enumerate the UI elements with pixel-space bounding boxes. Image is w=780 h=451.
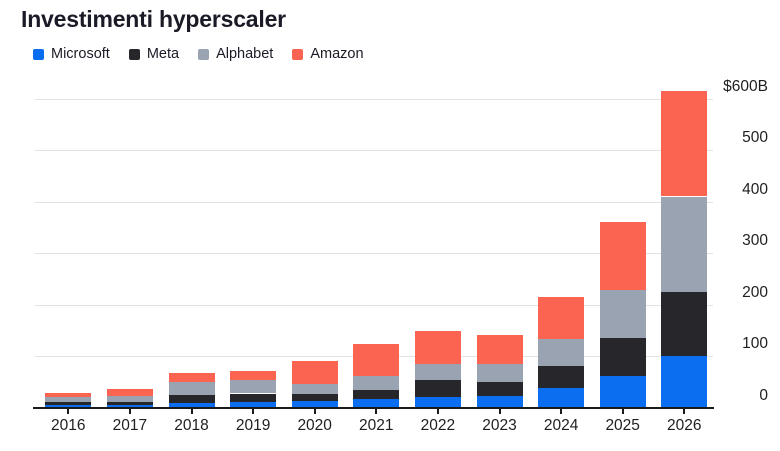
bar-segment-2022-alphabet (414, 363, 461, 381)
legend-swatch-meta (128, 48, 140, 60)
gridline-300 (35, 253, 713, 255)
y-axis-label-100: 100 (742, 335, 768, 353)
bar-segment-2018-alphabet (168, 382, 215, 396)
gridline-600 (35, 98, 713, 100)
bar-segment-2018-amazon (168, 373, 215, 383)
gridline-400 (35, 201, 713, 203)
bar-segment-2023-amazon (476, 335, 523, 364)
bar-segment-2024-amazon (538, 297, 585, 340)
x-axis-label-2021: 2021 (359, 417, 394, 434)
gridline-500 (35, 150, 713, 152)
bar-segment-2017-microsoft (106, 405, 153, 408)
bar-segment-2018-microsoft (168, 403, 215, 408)
bar-segment-2020-meta (291, 394, 338, 402)
bar-segment-2026-meta (661, 291, 708, 357)
x-axis-label-2025: 2025 (605, 417, 640, 434)
bar-segment-2019-amazon (230, 371, 277, 381)
x-tick-2026 (683, 408, 686, 414)
bar-segment-2022-amazon (414, 331, 461, 364)
legend-item-meta[interactable]: Meta (128, 46, 180, 62)
legend-label: Meta (146, 46, 180, 62)
legend-swatch-amazon (292, 48, 304, 60)
legend-label: Amazon (310, 46, 364, 62)
bar-segment-2021-alphabet (353, 376, 400, 390)
bar-segment-2016-meta (45, 401, 92, 405)
x-axis-label-2022: 2022 (420, 417, 456, 434)
bar-segment-2020-amazon (291, 361, 338, 384)
x-axis-label-2020: 2020 (297, 417, 332, 434)
bar-segment-2023-alphabet (476, 363, 523, 382)
y-axis-label-500: 500 (742, 129, 768, 147)
bar-segment-2025-amazon (599, 222, 646, 291)
x-tick-2017 (128, 408, 131, 414)
bar-segment-2022-meta (414, 380, 461, 397)
bar-segment-2026-amazon (661, 90, 708, 197)
x-tick-2018 (190, 408, 193, 414)
bar-segment-2019-alphabet (230, 380, 277, 394)
legend-label: Alphabet (216, 46, 274, 62)
x-tick-2024 (560, 408, 563, 414)
x-tick-2021 (375, 408, 378, 414)
legend-swatch-microsoft (33, 48, 44, 60)
bar-segment-2017-amazon (106, 388, 153, 397)
legend-swatch-alphabet (198, 48, 210, 60)
bar-segment-2026-alphabet (661, 196, 708, 292)
gridline-200 (35, 304, 713, 306)
bar-segment-2017-meta (106, 402, 153, 406)
legend-item-microsoft[interactable]: Microsoft (33, 46, 110, 62)
chart-title: Investimenti hyperscaler (21, 6, 286, 32)
bar-segment-2024-alphabet (538, 339, 585, 367)
bar-segment-2021-microsoft (353, 398, 400, 408)
bar-segment-2024-microsoft (538, 388, 585, 408)
bar-segment-2023-microsoft (476, 396, 523, 408)
x-axis-line (33, 407, 714, 409)
bar-segment-2019-microsoft (230, 402, 277, 408)
x-axis-label-2019: 2019 (235, 417, 271, 434)
bar-segment-2018-meta (168, 395, 215, 404)
x-axis-label-2023: 2023 (482, 417, 517, 434)
bar-segment-2019-meta (230, 393, 277, 403)
x-axis-label-2026: 2026 (667, 417, 702, 434)
bar-segment-2020-alphabet (291, 383, 338, 395)
x-axis-label-2024: 2024 (543, 417, 579, 434)
legend-item-alphabet[interactable]: Alphabet (198, 46, 273, 62)
bar-segment-2026-microsoft (661, 356, 708, 408)
x-tick-2019 (252, 408, 255, 414)
y-axis-label-0: 0 (759, 387, 768, 404)
x-tick-2023 (498, 408, 501, 414)
bar-segment-2020-microsoft (291, 401, 338, 408)
x-tick-2016 (67, 408, 70, 414)
bar-segment-2021-meta (353, 389, 400, 399)
x-axis-label-2016: 2016 (51, 417, 86, 434)
y-axis-label-200: 200 (742, 283, 768, 301)
legend: Microsoft Meta Alphabet Amazon (33, 46, 364, 62)
bar-segment-2025-meta (599, 338, 646, 377)
x-tick-2022 (436, 408, 439, 414)
legend-item-amazon[interactable]: Amazon (292, 46, 364, 62)
bar-segment-2017-alphabet (106, 396, 153, 403)
bar-segment-2021-amazon (353, 344, 400, 376)
x-tick-2020 (313, 408, 316, 414)
y-axis-label-400: 400 (742, 180, 768, 198)
x-axis-label-2017: 2017 (112, 417, 148, 434)
bar-segment-2022-microsoft (414, 396, 461, 408)
bar-segment-2023-meta (476, 381, 523, 397)
y-axis-label-300: 300 (742, 232, 768, 250)
bar-segment-2025-alphabet (599, 290, 646, 339)
bar-segment-2016-alphabet (45, 397, 92, 402)
bar-segment-2016-microsoft (45, 404, 92, 408)
x-axis-label-2018: 2018 (174, 417, 209, 434)
bar-segment-2025-microsoft (599, 376, 646, 408)
x-tick-2025 (621, 408, 624, 414)
legend-label: Microsoft (51, 46, 110, 62)
y-axis-label-600: $600B (723, 77, 768, 95)
bar-segment-2016-amazon (45, 393, 92, 398)
bar-segment-2024-meta (538, 366, 585, 389)
